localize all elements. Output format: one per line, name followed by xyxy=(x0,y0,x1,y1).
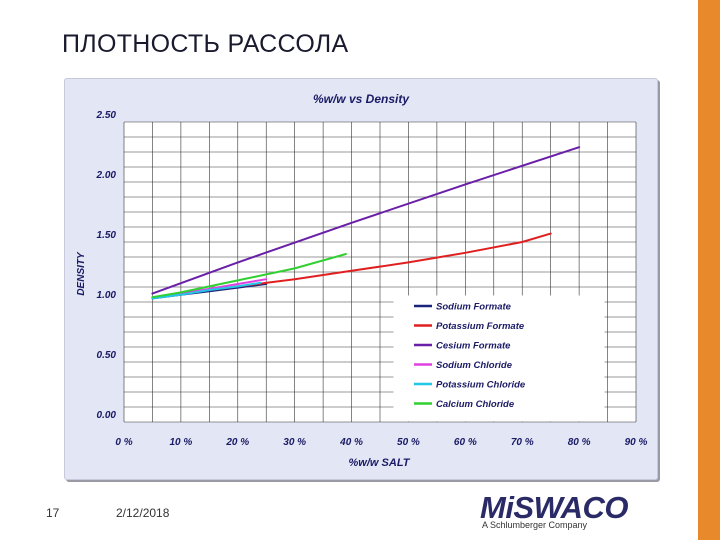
slide-date: 2/12/2018 xyxy=(116,506,170,520)
accent-bar xyxy=(698,0,720,540)
x-tick-label: 10 % xyxy=(169,437,192,448)
x-tick-label: 30 % xyxy=(283,437,306,448)
series-line-cesium-formate xyxy=(151,146,581,295)
x-tick-label: 60 % xyxy=(454,437,477,448)
x-tick-label: 50 % xyxy=(397,437,420,448)
chart-title: %w/w vs Density xyxy=(313,92,410,106)
y-tick-label: 2.00 xyxy=(96,170,117,181)
y-tick-label: 2.50 xyxy=(96,110,117,121)
x-tick-labels: 0 % 10 % 20 % 30 % 40 % 50 % 60 % 70 % 80 % 90 % xyxy=(115,437,647,448)
y-tick-labels: 0.00 0.50 1.00 1.50 2.00 2.50 xyxy=(96,110,117,421)
legend-label: Calcium Chloride xyxy=(436,399,515,410)
chart-frame: 0.00 0.50 1.00 1.50 2.00 2.50 0 % 10 % 20 % 30 %… xyxy=(64,78,658,480)
legend-label: Cesium Formate xyxy=(436,341,511,352)
density-chart: 0.00 0.50 1.00 1.50 2.00 2.50 0 % 10 % 20 % 30 %… xyxy=(76,92,648,469)
x-tick-label: 20 % xyxy=(225,437,249,448)
series-lines xyxy=(151,146,581,300)
x-tick-label: 70 % xyxy=(511,437,534,448)
x-axis-label: %w/w SALT xyxy=(349,457,411,469)
x-tick-label: 0 % xyxy=(115,437,132,448)
y-tick-label: 0.50 xyxy=(97,350,117,361)
logo-wordmark: MiSWACO xyxy=(480,490,629,525)
legend-label: Sodium Chloride xyxy=(436,360,513,371)
legend-label: Potassium Chloride xyxy=(436,380,526,391)
series-line-potassium-chloride xyxy=(151,281,262,300)
legend-label: Potassium Formate xyxy=(436,321,525,332)
legend-box xyxy=(393,295,605,422)
y-axis-label: DENSITY xyxy=(76,251,87,296)
slide-number: 17 xyxy=(46,506,60,520)
slide-title: ПЛОТНОСТЬ РАССОЛА xyxy=(62,30,349,58)
company-logo: MiSWACO A Schlumberger Company xyxy=(480,490,690,535)
series-line-calcium-chloride xyxy=(151,253,347,299)
y-tick-label: 1.50 xyxy=(97,230,117,241)
logo-tagline: A Schlumberger Company xyxy=(482,520,588,530)
x-tick-label: 80 % xyxy=(568,437,591,448)
legend: Sodium Formate Potassium Formate Cesium Fo… xyxy=(393,295,605,422)
x-tick-label: 90 % xyxy=(625,437,648,448)
y-tick-label: 1.00 xyxy=(97,290,117,301)
x-tick-label: 40 % xyxy=(339,437,363,448)
y-tick-label: 0.00 xyxy=(97,410,117,421)
legend-label: Sodium Formate xyxy=(436,302,512,313)
